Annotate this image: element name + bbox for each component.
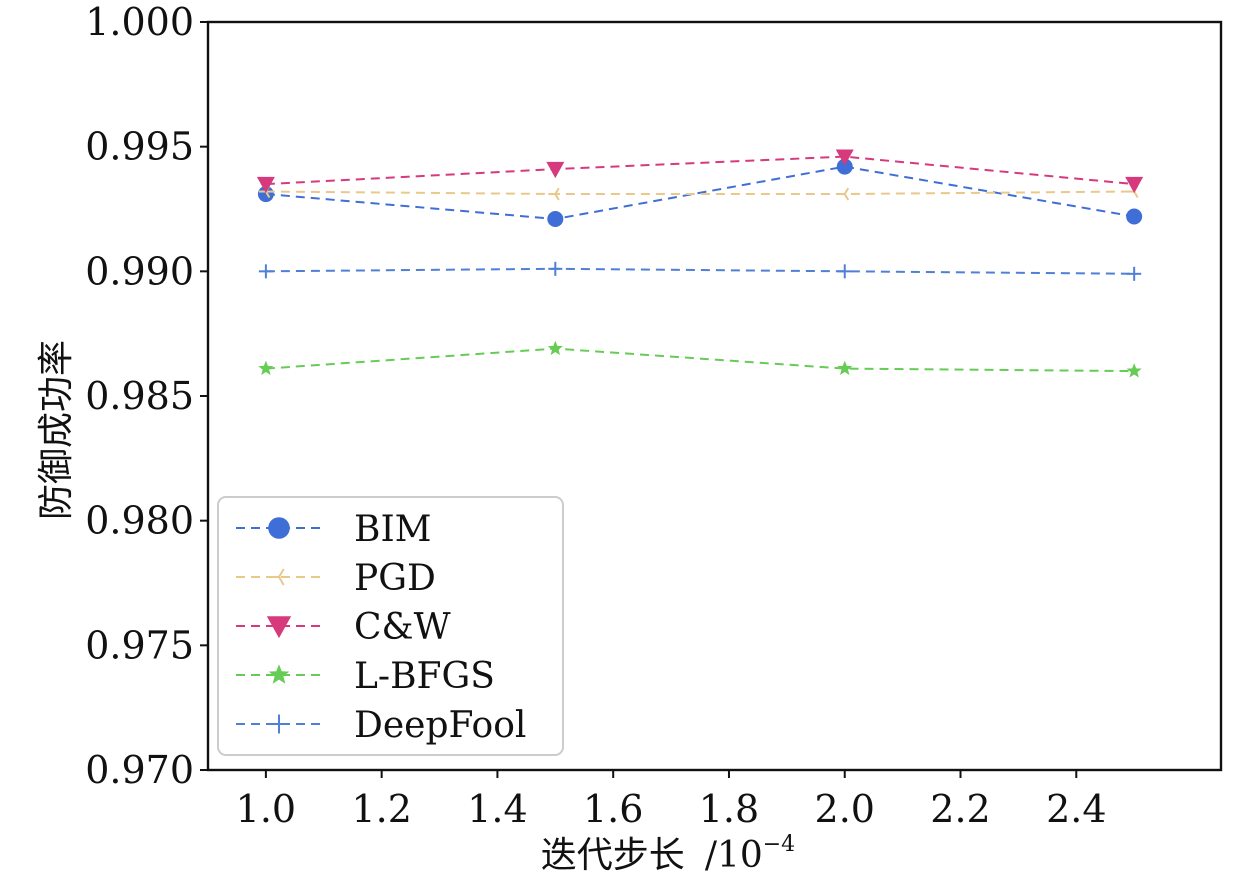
data-point: [1125, 176, 1144, 194]
data-point: [837, 187, 850, 201]
data-point: [1126, 363, 1142, 378]
data-point: [1127, 266, 1142, 281]
series-deepfool: [258, 261, 1142, 281]
y-tick-label: 0.990: [85, 249, 194, 293]
x-tick-label: 2.0: [815, 787, 875, 831]
legend-marker: [268, 517, 290, 539]
plot-series: [256, 149, 1144, 378]
x-tick-label: 1.8: [699, 787, 759, 831]
x-axis-label: 迭代步长/10−4: [541, 832, 795, 876]
data-point: [548, 187, 560, 201]
legend-label: PGD: [354, 558, 436, 599]
y-tick-label: 0.985: [85, 374, 194, 418]
data-point: [837, 264, 852, 279]
series-bim: [257, 158, 1143, 227]
legend-entries: BIM PGD C&W L-BFGS DeepFool: [236, 509, 526, 746]
y-tick-label: 1.000: [85, 0, 194, 44]
y-tick-label: 0.975: [85, 623, 194, 667]
data-point: [256, 176, 275, 194]
data-point: [547, 210, 564, 227]
y-tick-label: 0.995: [85, 125, 194, 169]
legend-marker: [268, 664, 290, 684]
legend-entry: C&W: [236, 607, 451, 648]
legend-label: C&W: [354, 607, 451, 648]
series-line: [265, 155, 1135, 186]
legend-label: L-BFGS: [354, 656, 495, 697]
x-tick-label: 1.2: [351, 787, 411, 831]
data-point: [835, 149, 854, 166]
legend-marker: [269, 714, 289, 734]
data-point: [837, 360, 853, 376]
data-point: [546, 161, 565, 179]
x-tick-label: 1.0: [236, 787, 296, 831]
legend-marker: [266, 616, 292, 639]
legend-box: [217, 496, 564, 756]
legend-label: DeepFool: [354, 705, 526, 746]
y-tick-label: 0.970: [85, 748, 194, 792]
x-axis: 1.0 1.2 1.4 1.6 1.8 2.0 2.2 2.4: [236, 770, 1107, 831]
x-tick-label: 2.2: [930, 787, 990, 831]
x-axis-unit-exponent: −4: [763, 832, 795, 857]
legend-label: BIM: [354, 509, 432, 550]
y-axis: 0.970 0.975 0.980 0.985 0.990 0.995 1.000: [85, 0, 208, 792]
legend: BIM PGD C&W L-BFGS DeepFool: [217, 496, 564, 756]
data-point: [257, 186, 274, 203]
y-tick-label: 0.980: [85, 499, 194, 543]
x-tick-label: 1.6: [583, 787, 643, 831]
legend-entry: PGD: [236, 558, 436, 599]
series-c-w: [256, 149, 1144, 194]
x-tick-label: 1.4: [467, 787, 527, 831]
x-tick-label: 2.4: [1046, 787, 1106, 831]
series-line: [265, 267, 1135, 275]
series-pgd: [258, 185, 1139, 201]
x-axis-label-text: 迭代步长: [541, 835, 685, 876]
y-axis-label: 防御成功率: [36, 340, 77, 520]
legend-marker: [269, 568, 285, 586]
legend-entry: BIM: [236, 509, 432, 550]
legend-entry: DeepFool: [236, 705, 526, 746]
data-point: [547, 340, 563, 356]
data-point: [836, 158, 853, 175]
series-line: [265, 165, 1135, 221]
x-axis-unit: /10: [705, 835, 763, 876]
series-line: [265, 347, 1135, 373]
data-point: [1126, 208, 1143, 225]
data-point: [258, 264, 273, 279]
series-l-bfgs: [258, 340, 1142, 378]
data-point: [258, 360, 274, 376]
data-point: [548, 261, 563, 276]
series-line: [265, 190, 1135, 195]
legend-entry: L-BFGS: [236, 656, 495, 697]
